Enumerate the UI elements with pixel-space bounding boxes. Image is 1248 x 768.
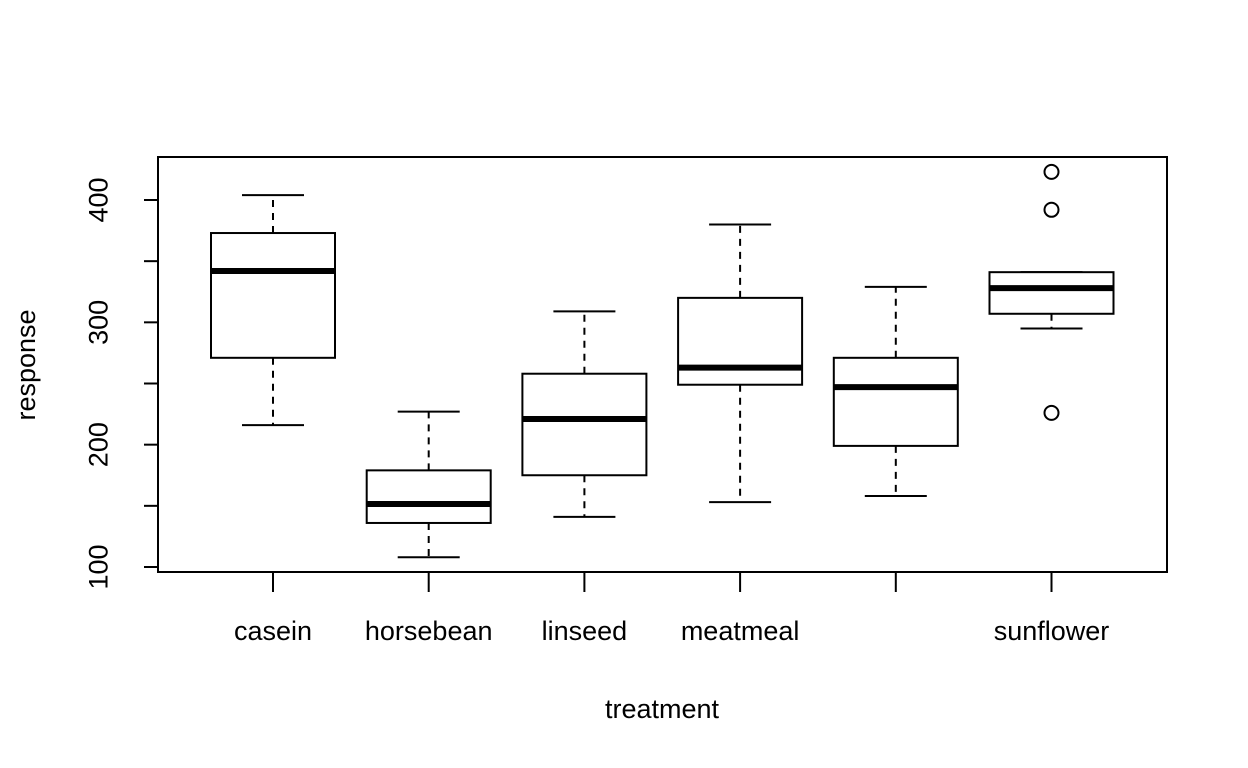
x-tick-label: sunflower: [994, 616, 1110, 646]
plot-frame: [157, 156, 1168, 573]
outlier-point: [1043, 201, 1060, 218]
box: [521, 372, 648, 477]
x-tick-label: linseed: [542, 616, 628, 646]
box: [365, 469, 492, 524]
box: [677, 296, 804, 386]
y-tick-label: 300: [83, 300, 113, 345]
x-tick-label: meatmeal: [681, 616, 800, 646]
y-tick-label: 200: [83, 422, 113, 467]
box: [832, 356, 959, 447]
outlier-point: [1043, 404, 1060, 421]
x-tick-label: horsebean: [365, 616, 493, 646]
box: [988, 271, 1115, 315]
y-axis-title: response: [11, 309, 41, 420]
y-tick-label: 400: [83, 177, 113, 222]
y-tick-label: 100: [83, 544, 113, 589]
box: [210, 232, 336, 359]
x-axis-title: treatment: [605, 694, 720, 724]
plot-area: 100 200 300 400 casein horsebean linseed meatme…: [83, 156, 1168, 646]
outlier-point: [1043, 163, 1060, 180]
x-tick-label: casein: [234, 616, 312, 646]
